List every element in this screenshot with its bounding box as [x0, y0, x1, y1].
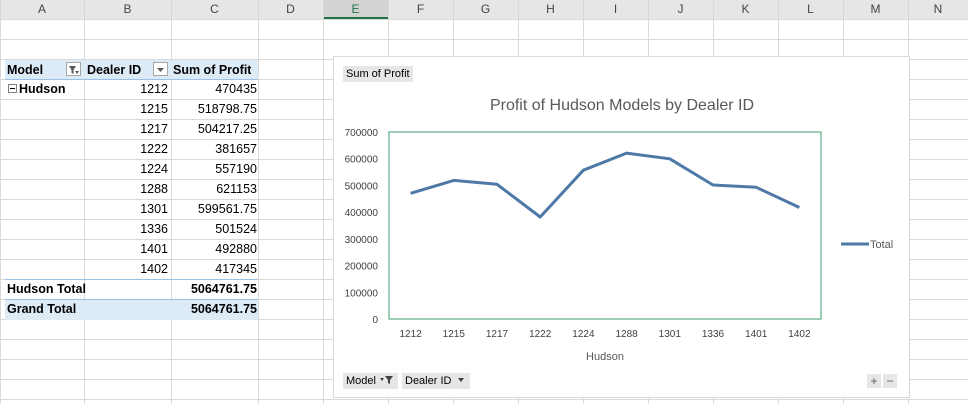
column-header-f[interactable]: F — [416, 2, 425, 16]
x-tick-label: 1336 — [702, 329, 725, 340]
column-header-m[interactable]: M — [870, 2, 881, 16]
pivot-profit-cell: 492880 — [215, 242, 257, 256]
x-tick-label: 1222 — [529, 329, 552, 340]
y-tick-label: 200000 — [345, 262, 379, 273]
filter-applied-icon — [69, 66, 79, 74]
model-field-label: Model — [346, 375, 376, 387]
values-field-button[interactable]: Sum of Profit — [343, 66, 413, 82]
expand-button[interactable]: + — [867, 374, 881, 388]
column-header-a[interactable]: A — [37, 2, 46, 16]
dropdown-arrow-icon — [457, 378, 464, 382]
x-tick-label: 1217 — [486, 329, 509, 340]
column-header-g[interactable]: G — [480, 2, 491, 16]
pivot-profit-cell: 501524 — [215, 222, 257, 236]
pivot-group-hudson: Hudson — [19, 82, 66, 96]
dealer-id-field-button[interactable]: Dealer ID — [402, 373, 470, 389]
column-header-l[interactable]: L — [807, 2, 814, 16]
column-header-j[interactable]: J — [677, 2, 684, 16]
pivot-dealer-id-cell: 1336 — [140, 222, 168, 236]
y-tick-label: 300000 — [345, 235, 379, 246]
x-axis-title: Hudson — [586, 351, 624, 363]
pivot-header-model: Model — [7, 63, 44, 77]
subtotal-divider — [5, 279, 258, 280]
model-filter-button[interactable] — [66, 62, 81, 76]
y-tick-label: 700000 — [345, 128, 379, 139]
x-tick-label: 1215 — [443, 329, 466, 340]
y-tick-label: 100000 — [345, 288, 379, 299]
collapse-button[interactable]: − — [883, 374, 897, 388]
pivot-dealer-id-cell: 1301 — [140, 202, 168, 216]
pivot-header-sum-of-profit: Sum of Profit — [173, 63, 252, 77]
x-tick-label: 1301 — [659, 329, 682, 340]
pivot-dealer-id-cell: 1288 — [140, 182, 168, 196]
collapse-icon[interactable] — [8, 84, 17, 93]
dealer-id-field-label: Dealer ID — [405, 375, 452, 387]
plot-area — [388, 131, 822, 320]
x-tick-label: 1401 — [745, 329, 768, 340]
dealer-id-filter-button[interactable] — [153, 62, 168, 76]
column-header-e[interactable]: E — [351, 2, 360, 16]
pivot-chart[interactable]: Sum of Profit Profit of Hudson Models by… — [333, 56, 910, 398]
chart-title: Profit of Hudson Models by Dealer ID — [490, 97, 754, 114]
column-header-k[interactable]: K — [741, 2, 750, 16]
subtotal-value: 5064761.75 — [190, 282, 257, 296]
column-header-n[interactable]: N — [933, 2, 943, 16]
column-header-b[interactable]: B — [123, 2, 132, 16]
pivot-dealer-id-cell: 1401 — [140, 242, 168, 256]
pivot-profit-cell: 417345 — [215, 262, 257, 276]
pivot-profit-cell: 504217.25 — [197, 122, 257, 136]
grand-total-value: 5064761.75 — [190, 302, 257, 316]
y-tick-label: 0 — [372, 315, 378, 326]
filter-applied-icon — [380, 376, 394, 384]
pivot-profit-cell: 621153 — [216, 182, 257, 196]
dropdown-arrow-icon — [157, 68, 164, 72]
x-tick-label: 1402 — [788, 329, 811, 340]
pivot-profit-cell: 381657 — [215, 142, 257, 156]
pivot-dealer-id-cell: 1212 — [140, 82, 168, 96]
legend-entry-total: Total — [870, 239, 893, 251]
x-tick-label: 1288 — [615, 329, 638, 340]
chart-plot: Profit of Hudson Models by Dealer ID 0 10… — [345, 97, 894, 363]
pivot-profit-cell: 557190 — [215, 162, 257, 176]
grand-total-label: Grand Total — [7, 302, 77, 316]
y-tick-label: 500000 — [345, 181, 379, 192]
series-line-total — [410, 151, 801, 219]
x-tick-label: 1212 — [399, 329, 422, 340]
column-header-d[interactable]: D — [286, 2, 295, 16]
grand-total-row — [5, 299, 258, 320]
pivot-profit-cell: 470435 — [215, 82, 257, 96]
pivot-profit-cell: 599561.75 — [197, 202, 257, 216]
model-field-button[interactable]: Model — [343, 373, 399, 389]
column-header-i[interactable]: I — [613, 2, 618, 16]
pivot-dealer-id-cell: 1224 — [140, 162, 168, 176]
pivot-profit-cell: 518798.75 — [197, 102, 257, 116]
pivot-dealer-id-cell: 1222 — [140, 142, 168, 156]
pivot-dealer-id-cell: 1217 — [140, 122, 168, 136]
x-tick-label: 1224 — [572, 329, 595, 340]
subtotal-label: Hudson Total — [7, 282, 86, 296]
pivot-dealer-id-cell: 1402 — [140, 262, 168, 276]
y-tick-label: 400000 — [345, 208, 379, 219]
pivot-header-dealer-id: Dealer ID — [87, 63, 142, 77]
column-header-h[interactable]: H — [546, 2, 555, 16]
column-header-c[interactable]: C — [210, 2, 219, 16]
y-tick-label: 600000 — [345, 155, 379, 166]
pivot-dealer-id-cell: 1215 — [140, 102, 168, 116]
